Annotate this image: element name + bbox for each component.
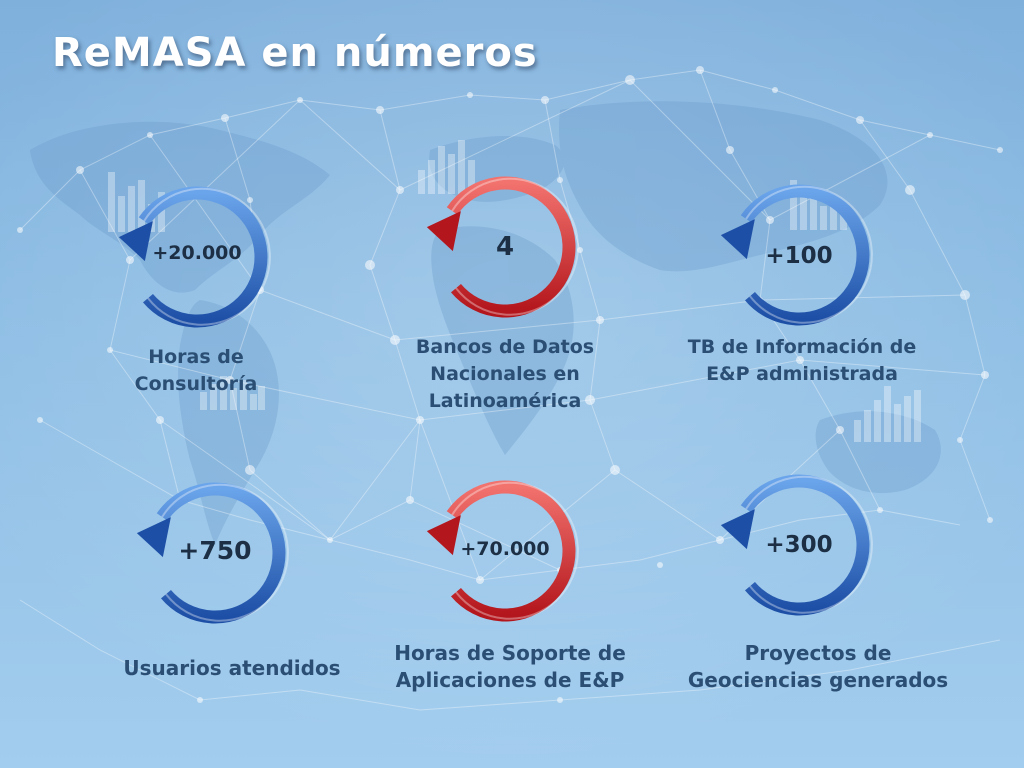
stat-label: Proyectos de Geociencias generados bbox=[687, 641, 949, 692]
stat-label: Horas de Consultoría bbox=[134, 346, 258, 395]
arrow-head bbox=[720, 219, 755, 260]
ring-arc bbox=[740, 474, 870, 616]
arrow-head bbox=[426, 515, 461, 556]
stat-label: Bancos de Datos Nacionales en Latinoamér… bbox=[415, 336, 595, 412]
arrow-head bbox=[118, 221, 153, 262]
ring-arc bbox=[446, 176, 576, 318]
circular-arrow-icon bbox=[720, 184, 873, 326]
ring-arc bbox=[740, 184, 870, 326]
arrow-head bbox=[426, 211, 461, 252]
ring-highlight bbox=[451, 177, 579, 316]
ring-highlight bbox=[143, 187, 271, 326]
circular-arrow-icon bbox=[426, 480, 579, 622]
arrow-head bbox=[720, 509, 755, 550]
stat-value: +70.000 bbox=[460, 538, 550, 560]
ring-arc bbox=[138, 186, 268, 328]
stat-tb-information: +100 bbox=[720, 180, 874, 330]
ring-arc bbox=[156, 482, 286, 624]
circular-arrow-icon bbox=[426, 176, 579, 318]
circular-arrow-icon bbox=[118, 186, 271, 328]
arrow-head bbox=[136, 517, 171, 558]
stat-label: Usuarios atendidos bbox=[123, 656, 341, 680]
circular-arrow-icon bbox=[720, 474, 873, 616]
stat-support-hours: +70.000 bbox=[426, 476, 580, 626]
stat-label: TB de Información de E&P administrada bbox=[687, 336, 917, 385]
stat-geoscience-projects: +300 bbox=[720, 470, 874, 620]
stat-value: +750 bbox=[178, 536, 252, 565]
stat-value: +20.000 bbox=[152, 242, 242, 264]
slide-title: ReMASA en números bbox=[52, 30, 538, 76]
circular-arrow-icon bbox=[136, 482, 289, 624]
ring-highlight bbox=[745, 185, 873, 324]
ring-arc bbox=[446, 480, 576, 622]
stat-value: +100 bbox=[765, 243, 833, 269]
stat-value: 4 bbox=[495, 232, 515, 262]
ring-highlight bbox=[451, 481, 579, 620]
stat-value: +300 bbox=[765, 532, 833, 558]
stat-consulting-hours: +20.000 bbox=[118, 182, 272, 332]
stat-label: Horas de Soporte de Aplicaciones de E&P bbox=[394, 641, 626, 692]
stat-national-databases: 4 bbox=[426, 172, 580, 322]
stat-users-served: +750 bbox=[136, 478, 290, 628]
ring-highlight bbox=[745, 475, 873, 614]
ring-highlight bbox=[161, 483, 289, 622]
